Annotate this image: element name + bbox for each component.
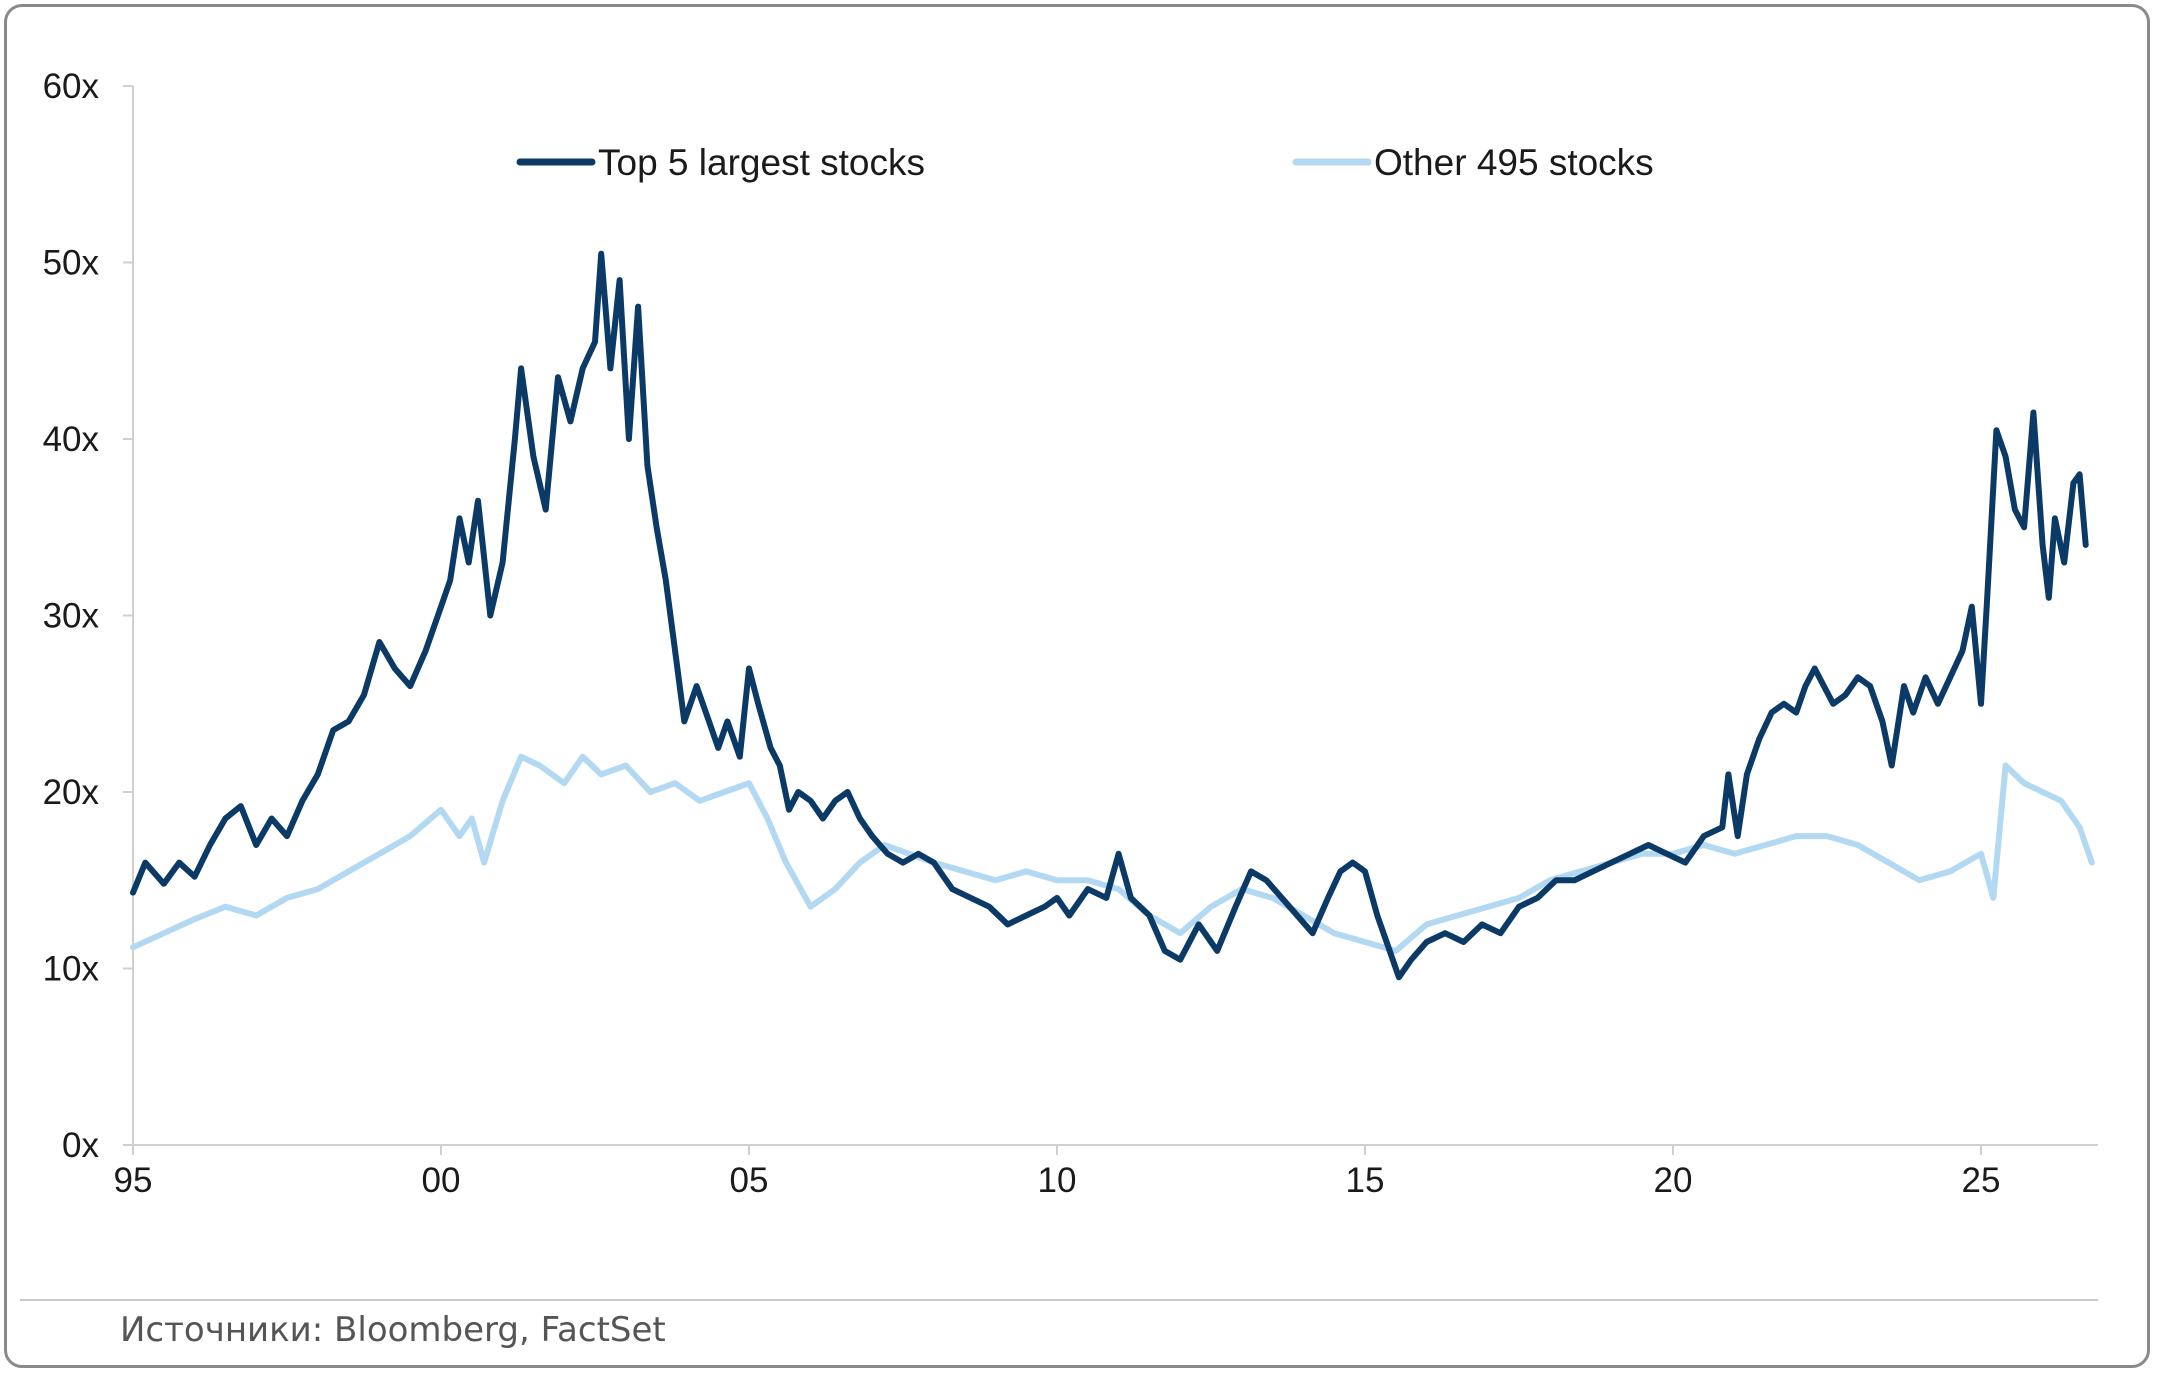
legend-label-other-495-stocks: Other 495 stocks	[1374, 142, 1654, 183]
y-tick-label: 50x	[43, 244, 100, 283]
x-tick-label: 00	[422, 1161, 461, 1200]
y-tick-label: 20x	[43, 773, 100, 812]
x-tick-label: 20	[1654, 1161, 1693, 1200]
source-note: Источники: Bloomberg, FactSet	[120, 1310, 666, 1350]
y-tick-label: 0x	[62, 1126, 99, 1165]
y-tick-label: 30x	[43, 597, 100, 636]
y-tick-label: 40x	[43, 420, 100, 459]
y-tick-label: 10x	[43, 950, 100, 989]
legend-label-top-5-largest-stocks: Top 5 largest stocks	[598, 142, 925, 183]
legend: Top 5 largest stocks Other 495 stocks	[516, 142, 1654, 183]
x-tick-label: 10	[1038, 1161, 1077, 1200]
series-line-top-5-largest-stocks	[130, 250, 2089, 981]
axes: 0x 10x 20x 30x 40x 50x 60x 95 00 05 10 15 20 25	[20, 67, 2098, 1301]
x-tick-label: 25	[1962, 1161, 2001, 1200]
plot-area	[130, 250, 2095, 981]
x-tick-label: 05	[730, 1161, 769, 1200]
y-tick-label: 60x	[43, 67, 100, 106]
x-tick-label: 15	[1346, 1161, 1385, 1200]
x-tick-label: 95	[114, 1161, 153, 1200]
series-line-other-495-stocks	[130, 753, 2095, 954]
chart-frame	[4, 4, 2150, 1368]
